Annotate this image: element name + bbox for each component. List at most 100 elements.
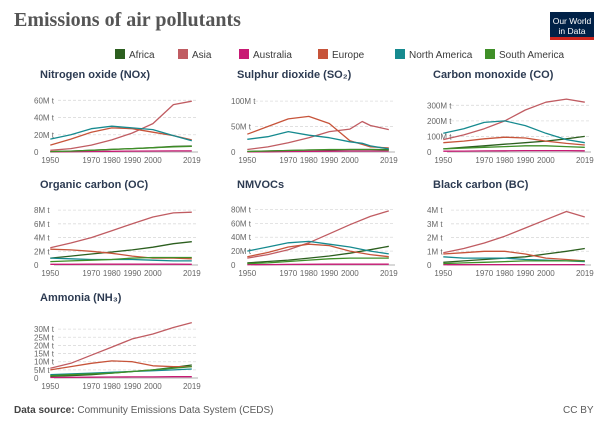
y-tick-label: 0	[231, 261, 236, 270]
x-tick-label: 1980	[103, 269, 121, 278]
y-tick-label: 100M t	[427, 132, 452, 141]
x-tick-label: 1950	[434, 156, 452, 165]
x-tick-label: 2019	[183, 156, 201, 165]
x-tick-label: 2000	[144, 156, 162, 165]
panel-black-carbon-bc: Black carbon (BC) 0 1M t 2M t 3M t 4M t 1950 19…	[427, 179, 594, 278]
series-line-australia[interactable]	[247, 150, 389, 153]
series-line-asia[interactable]	[247, 120, 389, 151]
x-tick-label: 1990	[123, 382, 141, 391]
x-tick-label: 2000	[341, 269, 359, 278]
series-line-south-america[interactable]	[50, 256, 192, 263]
legend-item-australia[interactable]: Australia	[239, 49, 292, 61]
y-tick-label: 2M t	[427, 234, 443, 243]
series-line-europe[interactable]	[443, 136, 585, 146]
y-tick-label: 20M t	[34, 131, 55, 140]
series-line-south-america[interactable]	[443, 260, 585, 265]
legend-item-asia[interactable]: Asia	[178, 49, 212, 61]
x-tick-label: 2019	[380, 156, 398, 165]
series-line-north-america[interactable]	[50, 125, 192, 142]
x-tick-label: 1980	[496, 269, 514, 278]
x-tick-label: 1950	[41, 382, 59, 391]
legend-swatch-australia	[239, 49, 249, 59]
series-line-north-america[interactable]	[443, 120, 585, 144]
series-line-asia[interactable]	[50, 100, 192, 151]
series-line-asia[interactable]	[50, 211, 192, 249]
series-line-europe[interactable]	[247, 243, 389, 258]
y-tick-label: 8M t	[34, 206, 50, 215]
x-tick-label: 1990	[516, 269, 534, 278]
series-line-europe[interactable]	[50, 360, 192, 371]
x-tick-label: 1950	[41, 156, 59, 165]
x-tick-label: 2019	[380, 269, 398, 278]
legend-swatch-south-america	[485, 49, 495, 59]
y-tick-label: 3M t	[427, 220, 443, 229]
series-line-south-america[interactable]	[50, 145, 192, 153]
legend-item-africa[interactable]: Africa	[115, 49, 155, 61]
y-tick-label: 100M t	[231, 97, 256, 106]
series-line-asia[interactable]	[443, 210, 585, 254]
panel-title: Organic carbon (OC)	[40, 179, 149, 191]
owid-logo[interactable]: Our World in Data	[550, 12, 594, 40]
x-tick-label: 1950	[41, 269, 59, 278]
x-tick-label: 1990	[123, 269, 141, 278]
y-tick-label: 0	[34, 261, 39, 270]
series-line-asia[interactable]	[247, 210, 389, 259]
series-line-europe[interactable]	[443, 250, 585, 262]
legend-item-south-america[interactable]: South America	[485, 49, 564, 61]
x-tick-label: 1980	[496, 156, 514, 165]
series-line-australia[interactable]	[247, 263, 389, 266]
y-tick-label: 40M t	[34, 114, 55, 123]
series-line-australia[interactable]	[50, 150, 192, 153]
x-tick-label: 1980	[300, 269, 318, 278]
legend-label-australia: Australia	[253, 50, 292, 61]
x-tick-label: 2019	[183, 382, 201, 391]
x-tick-label: 1970	[475, 156, 493, 165]
legend-swatch-north-america	[395, 49, 405, 59]
data-source-label: Data source:	[14, 405, 75, 416]
legend-item-europe[interactable]: Europe	[318, 49, 365, 61]
legend-label-africa: Africa	[129, 50, 155, 61]
y-tick-label: 2M t	[34, 247, 50, 256]
chart-title: Emissions of air pollutants	[14, 9, 241, 31]
y-tick-label: 0	[34, 374, 39, 383]
series-line-africa[interactable]	[50, 241, 192, 259]
y-tick-label: 50M t	[231, 123, 252, 132]
y-tick-label: 0	[231, 148, 236, 157]
x-tick-label: 1950	[238, 269, 256, 278]
panel-organic-carbon-oc: Organic carbon (OC) 0 2M t 4M t 6M t 8M t 1950…	[34, 179, 201, 278]
series-line-asia[interactable]	[50, 321, 192, 369]
series-line-australia[interactable]	[443, 149, 585, 152]
x-tick-label: 1970	[82, 156, 100, 165]
series-line-africa[interactable]	[443, 247, 585, 263]
x-tick-label: 1970	[475, 269, 493, 278]
data-source: Data source: Community Emissions Data Sy…	[14, 405, 274, 416]
data-source-text[interactable]: Community Emissions Data System (CEDS)	[77, 405, 274, 416]
panel-sulphur-dioxide-so: Sulphur dioxide (SO₂) 0 50M t 100M t 1950 197…	[231, 69, 398, 165]
y-tick-label: 80M t	[231, 205, 252, 214]
y-tick-label: 6M t	[34, 220, 50, 229]
panel-title: Ammonia (NH₃)	[40, 292, 122, 304]
series-line-asia[interactable]	[443, 98, 585, 141]
x-tick-label: 2019	[576, 269, 594, 278]
series-line-south-america[interactable]	[247, 257, 389, 265]
series-line-south-america[interactable]	[443, 145, 585, 150]
series-line-north-america[interactable]	[247, 130, 389, 150]
panel-carbon-monoxide-co: Carbon monoxide (CO) 0 100M t 200M t 300M t 1…	[427, 69, 594, 165]
y-tick-label: 20M t	[34, 341, 55, 350]
x-tick-label: 1970	[82, 269, 100, 278]
legend-swatch-europe	[318, 49, 328, 59]
license-label[interactable]: CC BY	[563, 405, 594, 416]
series-line-north-america[interactable]	[247, 240, 389, 255]
legend-label-europe: Europe	[332, 50, 365, 61]
series-line-south-america[interactable]	[247, 148, 389, 153]
series-line-europe[interactable]	[247, 115, 389, 149]
y-tick-label: 10M t	[34, 358, 55, 367]
legend-item-north-america[interactable]: North America	[395, 49, 473, 61]
series-line-north-america[interactable]	[50, 257, 192, 262]
y-tick-label: 25M t	[34, 333, 55, 342]
series-line-south-america[interactable]	[50, 365, 192, 377]
series-line-australia[interactable]	[50, 376, 192, 379]
x-tick-label: 1980	[103, 382, 121, 391]
panel-title: Nitrogen oxide (NOx)	[40, 69, 150, 81]
